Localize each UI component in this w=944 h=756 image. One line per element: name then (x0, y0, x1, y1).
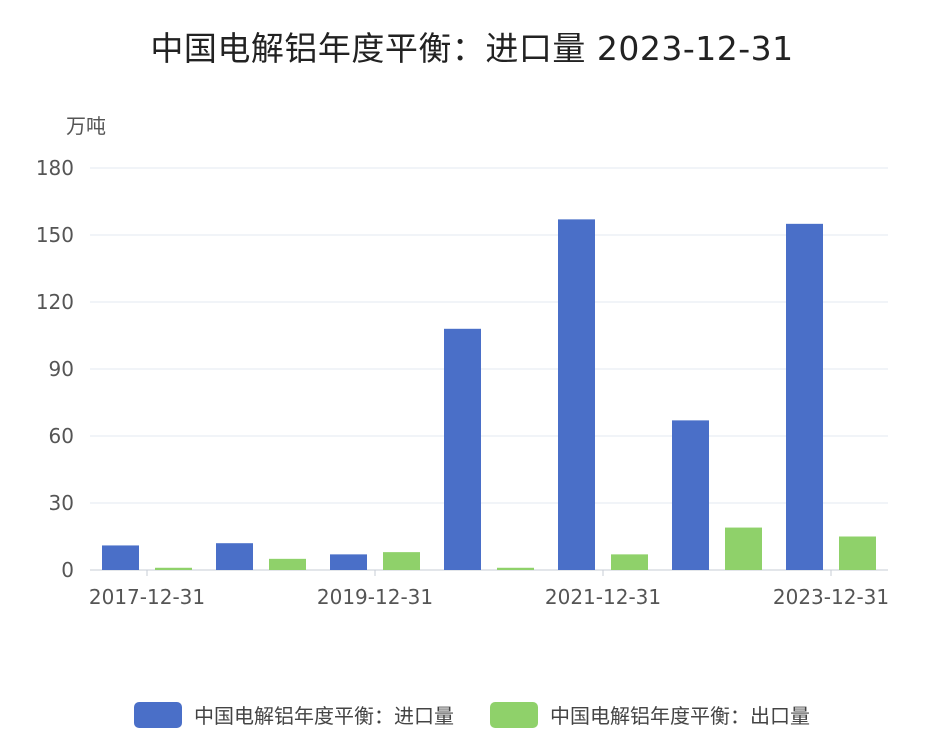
bar-export (383, 552, 420, 570)
x-tick-label: 2021-12-31 (545, 585, 661, 609)
y-tick-label: 180 (36, 156, 74, 180)
y-tick-label: 150 (36, 223, 74, 247)
y-tick-label: 0 (61, 558, 74, 582)
x-tick-label: 2023-12-31 (773, 585, 889, 609)
bar-import (216, 543, 253, 570)
legend-swatch-export (490, 701, 538, 728)
bar-export (725, 527, 762, 570)
legend-swatch-import (134, 701, 182, 728)
bar-import (102, 545, 139, 570)
bar-export (839, 536, 876, 570)
bar-export (497, 567, 534, 570)
bar-import (672, 420, 709, 570)
bar-import (444, 328, 481, 570)
x-tick-label: 2017-12-31 (89, 585, 205, 609)
chart-title: 中国电解铝年度平衡：进口量 2023-12-31 (150, 29, 794, 68)
bar-export (611, 554, 648, 570)
bar-export (269, 558, 306, 570)
bar-import (786, 223, 823, 571)
x-tick-label: 2019-12-31 (317, 585, 433, 609)
y-axis-unit-label: 万吨 (66, 114, 106, 138)
y-tick-label: 60 (49, 424, 74, 448)
chart-legend: 中国电解铝年度平衡：进口量 中国电解铝年度平衡：出口量 (0, 700, 944, 729)
y-tick-label: 30 (49, 491, 74, 515)
y-tick-label: 120 (36, 290, 74, 314)
legend-label-import: 中国电解铝年度平衡：进口量 (194, 704, 454, 728)
legend-item-export[interactable]: 中国电解铝年度平衡：出口量 (490, 700, 810, 729)
bar-import (330, 554, 367, 570)
bar-export (155, 567, 192, 570)
y-tick-label: 90 (49, 357, 74, 381)
bar-import (558, 219, 595, 570)
legend-item-import[interactable]: 中国电解铝年度平衡：进口量 (134, 700, 454, 729)
legend-label-export: 中国电解铝年度平衡：出口量 (550, 704, 810, 728)
